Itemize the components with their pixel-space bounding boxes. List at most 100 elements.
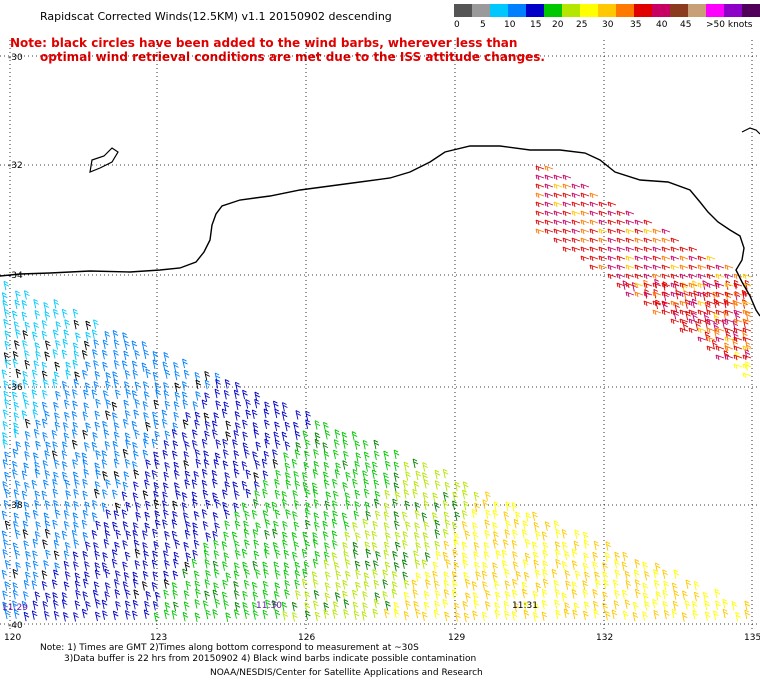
wind-barb [533,521,540,532]
lon-label-123: 123 [150,633,167,643]
wind-barb [42,379,49,389]
wind-barb [542,549,549,560]
wind-barb [544,521,551,531]
wind-barb [24,481,30,492]
wind-barb [73,319,80,330]
wind-barb [589,219,599,226]
wind-barb [383,549,390,560]
wind-barb [32,409,39,419]
wind-barb [63,432,70,442]
wind-barb [113,378,120,389]
wind-barb [295,590,301,600]
wind-barb [153,541,160,551]
wind-barb [742,336,752,343]
wind-barb [95,469,101,480]
wind-barb [602,591,608,601]
legend-swatch [544,4,562,17]
wind-barb [185,552,192,562]
wind-barb [93,381,100,391]
wind-barb [325,491,332,501]
wind-barb [675,289,682,300]
wind-barb [122,332,128,342]
wind-barb [164,369,171,379]
wind-barb [114,541,120,552]
wind-barb [724,309,734,316]
wind-barb [405,471,411,481]
wind-barb [344,492,351,502]
wind-barb [653,569,659,579]
wind-barb [432,561,439,571]
wind-barb [195,379,202,390]
wind-barb [452,500,458,511]
wind-barb [323,551,330,562]
wind-barb [684,600,691,610]
wind-barb [580,210,590,217]
wind-barb [253,429,260,439]
wind-barb [82,459,89,469]
wind-barb [607,228,617,235]
lat-label--34: -34 [8,271,23,281]
wind-barb [372,608,379,619]
wind-barb [422,462,428,472]
wind-barb [444,519,451,529]
wind-barb [153,612,160,623]
wind-barb [212,530,218,541]
wind-barb [142,560,149,570]
wind-barb [12,600,18,610]
wind-barb [113,510,120,520]
wind-barb [54,412,60,422]
wind-barb [692,280,698,290]
wind-barb [205,570,211,580]
wind-barb [625,255,635,262]
wind-barb [94,562,101,572]
wind-barb [554,541,561,551]
wind-barb [134,548,141,559]
wind-barb [724,300,734,307]
wind-barb [553,201,563,208]
wind-barb [274,421,280,432]
wind-barb [661,309,671,316]
wind-barb [353,510,360,521]
wind-barb [64,571,71,581]
wind-barb [243,579,250,590]
wind-barb [2,549,9,559]
wind-barb [163,390,170,400]
wind-barb [643,273,653,280]
wind-barb [464,530,471,540]
wind-barb [670,291,680,298]
wind-barb [95,611,101,622]
wind-barb [461,520,468,531]
wind-barb [142,542,148,552]
wind-barb [724,264,734,271]
wind-barb [384,541,390,552]
wind-barb [272,458,279,469]
wind-barb [212,429,218,439]
wind-barb [212,478,218,489]
wind-barb [224,509,230,519]
wind-barb [104,568,111,579]
wind-barb [474,502,480,512]
wind-barb [81,452,88,463]
wind-barb [73,521,79,532]
wind-barb [571,246,581,253]
wind-barb [52,519,58,530]
wind-barb [604,610,611,621]
wind-barb [742,318,752,325]
wind-barb [535,183,545,190]
wind-barb [352,549,359,559]
wind-barb [625,237,635,244]
wind-barb [553,219,563,226]
wind-barb [153,399,160,410]
wind-barb [34,531,41,541]
wind-barb [652,237,662,244]
wind-barb [192,549,198,560]
wind-barb [242,431,248,441]
wind-barb [84,561,90,571]
wind-barb [332,510,338,520]
wind-barb [82,531,89,542]
wind-barb [451,571,458,581]
wind-barb [213,550,220,560]
wind-barb [74,478,80,489]
wind-barb [242,419,248,430]
wind-barb [114,578,120,589]
